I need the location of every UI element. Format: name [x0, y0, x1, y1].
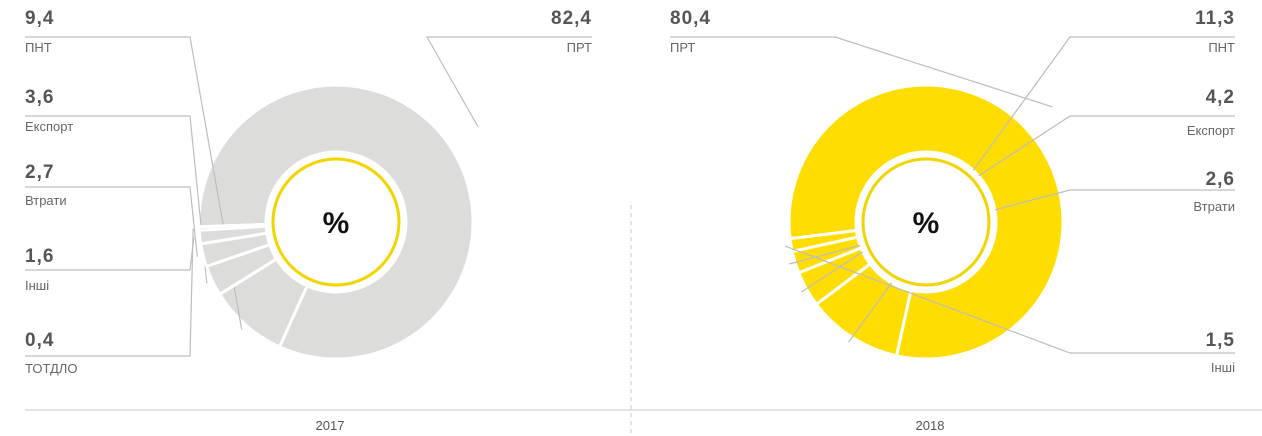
chart-2018: 80,4 ПРТ 11,3 ПНТ 4,2 Експорт 2,6 Втрати 1,5 Інші… — [670, 8, 1235, 375]
leader-line-2017-3 — [25, 186, 198, 257]
slice-value-2017-4: 1,6 — [25, 246, 54, 267]
slice-label-2017-0: ПРТ — [567, 40, 592, 55]
slice-value-2017-5: 0,4 — [25, 330, 54, 351]
slice-value-2018-3: 2,6 — [1206, 169, 1235, 190]
slice-label-2017-5: ТОТДЛО — [25, 361, 77, 376]
leader-line-2017-0 — [425, 36, 592, 128]
slice-label-2018-4: Інші — [1211, 360, 1235, 375]
slice-label-2017-4: Інші — [25, 278, 49, 293]
slice-value-2017-3: 2,7 — [25, 162, 54, 183]
center-ring-2018 — [861, 157, 991, 287]
slice-value-2017-0: 82,4 — [551, 8, 592, 29]
leader-line-2017-5 — [25, 228, 194, 357]
slice-value-2017-2: 3,6 — [25, 87, 54, 108]
slice-label-2018-2: Експорт — [1187, 123, 1235, 138]
center-percent-label-2017: % — [323, 207, 350, 240]
leader-line-2018-0 — [670, 36, 1053, 108]
slice-value-2018-4: 1,5 — [1206, 330, 1235, 351]
center-percent-label-2018: % — [913, 207, 940, 240]
slice-label-2018-3: Втрати — [1193, 199, 1235, 214]
chart-2017: 82,4 ПРТ 9,4 ПНТ 3,6 Експорт 2,7 Втрати 1,6 Інші 0… — [25, 8, 592, 376]
slice-label-2017-3: Втрати — [25, 193, 67, 208]
slice-label-2018-0: ПРТ — [670, 40, 695, 55]
slice-value-2017-1: 9,4 — [25, 8, 54, 29]
slice-value-2018-0: 80,4 — [670, 8, 711, 29]
year-label-2017: 2017 — [316, 418, 345, 433]
year-label-2018: 2018 — [916, 418, 945, 433]
slice-value-2018-1: 11,3 — [1195, 8, 1235, 29]
slice-value-2018-2: 4,2 — [1206, 87, 1235, 108]
slice-label-2018-1: ПНТ — [1208, 40, 1235, 55]
leader-line-2018-4 — [784, 245, 1235, 354]
slice-label-2017-1: ПНТ — [25, 40, 52, 55]
slice-label-2017-2: Експорт — [25, 119, 73, 134]
center-ring-2017 — [271, 157, 401, 287]
